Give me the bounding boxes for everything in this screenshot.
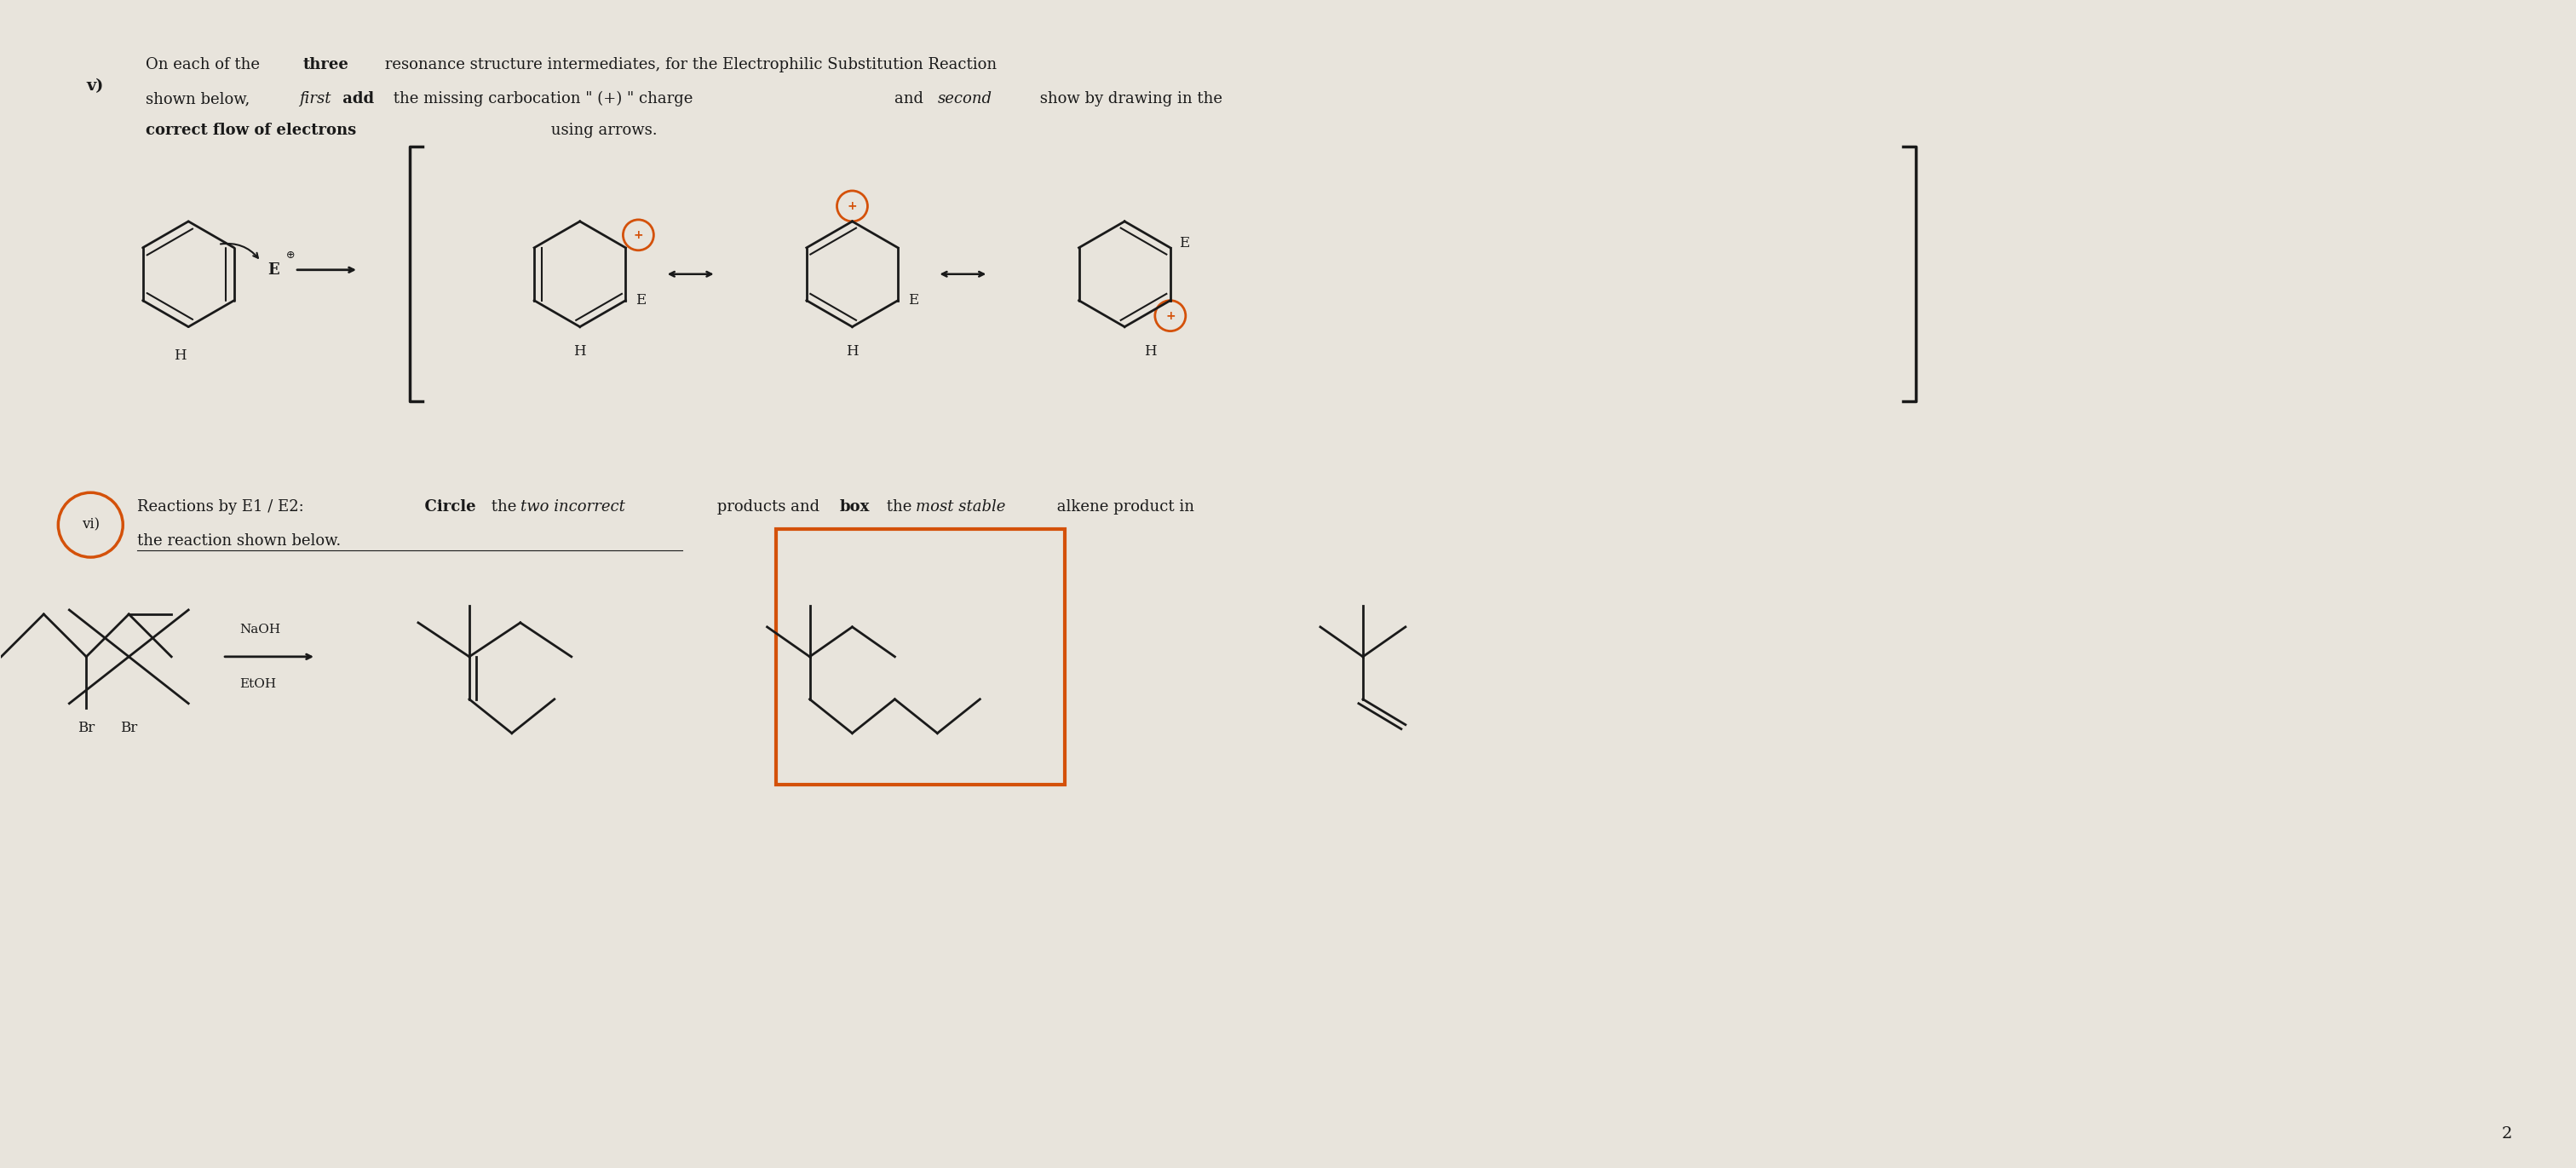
Text: the: the — [487, 500, 520, 515]
Text: NaOH: NaOH — [240, 624, 281, 635]
Text: the reaction shown below.: the reaction shown below. — [137, 534, 340, 549]
Text: E: E — [636, 293, 647, 307]
Text: alkene product in: alkene product in — [1051, 500, 1195, 515]
Text: E: E — [909, 293, 920, 307]
Text: correct flow of electrons: correct flow of electrons — [147, 123, 355, 138]
Text: Br: Br — [121, 721, 137, 735]
Text: second: second — [938, 91, 992, 106]
Text: Circle: Circle — [415, 500, 477, 515]
Text: resonance structure intermediates, for the Electrophilic Substitution Reaction: resonance structure intermediates, for t… — [379, 57, 997, 72]
Text: 2: 2 — [2501, 1126, 2512, 1141]
Text: On each of the: On each of the — [147, 57, 265, 72]
Text: shown below,: shown below, — [147, 91, 255, 106]
Text: Br: Br — [77, 721, 95, 735]
Text: products and: products and — [711, 500, 824, 515]
Text: using arrows.: using arrows. — [546, 123, 657, 138]
Text: v): v) — [85, 78, 103, 93]
Text: ⊕: ⊕ — [286, 250, 296, 260]
Text: add: add — [337, 91, 374, 106]
Text: three: three — [304, 57, 350, 72]
Text: H: H — [574, 343, 587, 359]
Text: show by drawing in the: show by drawing in the — [1036, 91, 1224, 106]
Text: vi): vi) — [82, 517, 100, 533]
Text: and: and — [894, 91, 930, 106]
Text: E: E — [268, 262, 278, 278]
Text: the: the — [881, 500, 917, 515]
Text: +: + — [848, 200, 858, 213]
Text: +: + — [1164, 310, 1175, 321]
Text: box: box — [840, 500, 871, 515]
Text: H: H — [845, 343, 858, 359]
Text: Reactions by E1 / E2:: Reactions by E1 / E2: — [137, 500, 304, 515]
Text: most stable: most stable — [917, 500, 1005, 515]
Text: +: + — [634, 229, 644, 241]
Text: H: H — [1144, 343, 1157, 359]
Text: the missing carbocation " (+) " charge: the missing carbocation " (+) " charge — [389, 91, 698, 106]
Text: H: H — [173, 348, 185, 362]
Text: two incorrect: two incorrect — [520, 500, 626, 515]
Text: E: E — [1180, 236, 1190, 251]
Text: EtOH: EtOH — [240, 677, 276, 690]
Text: first: first — [299, 91, 330, 106]
